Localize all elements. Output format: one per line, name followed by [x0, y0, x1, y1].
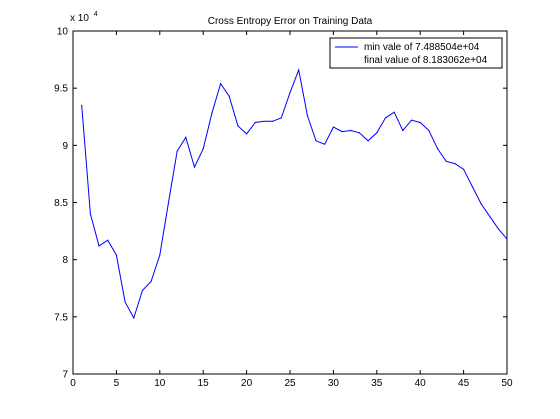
y-tick-label: 9 [62, 141, 68, 152]
data-point [150, 280, 152, 282]
data-point [384, 117, 387, 119]
data-point [471, 185, 473, 188]
data-point [193, 166, 196, 168]
data-point [506, 238, 508, 240]
data-point [228, 95, 230, 97]
data-point [98, 245, 100, 247]
y-axis: 7 7.5 8 8.5 9 9.5 10 [54, 27, 507, 381]
data-point [454, 163, 456, 165]
data-point [246, 133, 248, 135]
data-point [306, 115, 308, 117]
data-point [176, 150, 178, 152]
plot-area [72, 30, 508, 375]
data-point [133, 317, 135, 319]
x-tick-label: 15 [198, 378, 210, 389]
y-tick-label: 7 [62, 370, 68, 381]
x-tick-label: 40 [415, 378, 427, 389]
x-axis: 0 5 10 15 20 25 30 35 40 45 50 [70, 31, 513, 389]
x-tick-label: 0 [70, 378, 76, 389]
series-points [81, 69, 508, 319]
data-point [185, 136, 187, 138]
data-point [272, 120, 274, 122]
data-point [219, 82, 222, 85]
legend-entry-1: final value of 8.183062e+04 [364, 55, 488, 66]
data-point [350, 129, 352, 132]
data-point [332, 126, 334, 128]
x-tick-label: 35 [371, 378, 383, 389]
data-point [167, 201, 170, 204]
data-point [463, 168, 465, 170]
series-line [81, 68, 508, 320]
y-tick-label: 7.5 [54, 312, 68, 323]
data-point [263, 120, 265, 122]
legend: min vale of 7.488504e+04 final value of … [329, 37, 503, 69]
data-point [428, 129, 430, 132]
x-tick-label: 45 [458, 378, 470, 389]
x-tick-label: 25 [284, 378, 296, 389]
y-tick-label: 10 [57, 27, 69, 38]
data-point [89, 213, 91, 215]
data-point [141, 289, 144, 292]
data-point [81, 104, 83, 106]
data-point [497, 228, 499, 230]
y-tick-label: 8.5 [54, 198, 68, 209]
x-tick-label: 20 [241, 378, 253, 389]
data-point [289, 92, 291, 94]
chart-title: Cross Entropy Error on Training Data [208, 16, 373, 27]
data-point [402, 129, 404, 132]
x-tick-label: 5 [114, 378, 120, 389]
data-point [107, 239, 109, 241]
data-point [115, 254, 117, 256]
data-point [211, 112, 213, 114]
y-tick-label: 8 [62, 255, 68, 266]
data-point [445, 160, 447, 162]
y-axis-multiplier-base: x 10 [70, 13, 89, 24]
data-point [376, 132, 378, 134]
data-point [324, 143, 326, 145]
data-point [124, 301, 126, 303]
data-point [202, 148, 204, 150]
data-point [489, 215, 491, 217]
data-point [367, 140, 369, 142]
y-axis-multiplier-exponent: 4 [94, 11, 98, 18]
data-point [280, 117, 282, 119]
data-point [254, 121, 256, 124]
x-tick-label: 50 [501, 378, 513, 389]
data-point [410, 119, 413, 121]
data-point [341, 131, 343, 133]
data-point [419, 121, 421, 124]
data-point [436, 148, 439, 150]
legend-entry-0: min vale of 7.488504e+04 [364, 42, 480, 53]
x-tick-label: 30 [328, 378, 340, 389]
data-point [298, 69, 300, 71]
legend-box [329, 37, 503, 69]
data-point [358, 132, 361, 134]
y-axis-multiplier: x 10 4 [70, 11, 98, 24]
data-point [315, 140, 317, 142]
data-point [237, 125, 239, 127]
y-tick-label: 9.5 [54, 84, 68, 95]
x-tick-label: 10 [154, 378, 166, 389]
data-point [393, 111, 395, 113]
data-point [159, 254, 161, 256]
data-point [480, 203, 482, 205]
